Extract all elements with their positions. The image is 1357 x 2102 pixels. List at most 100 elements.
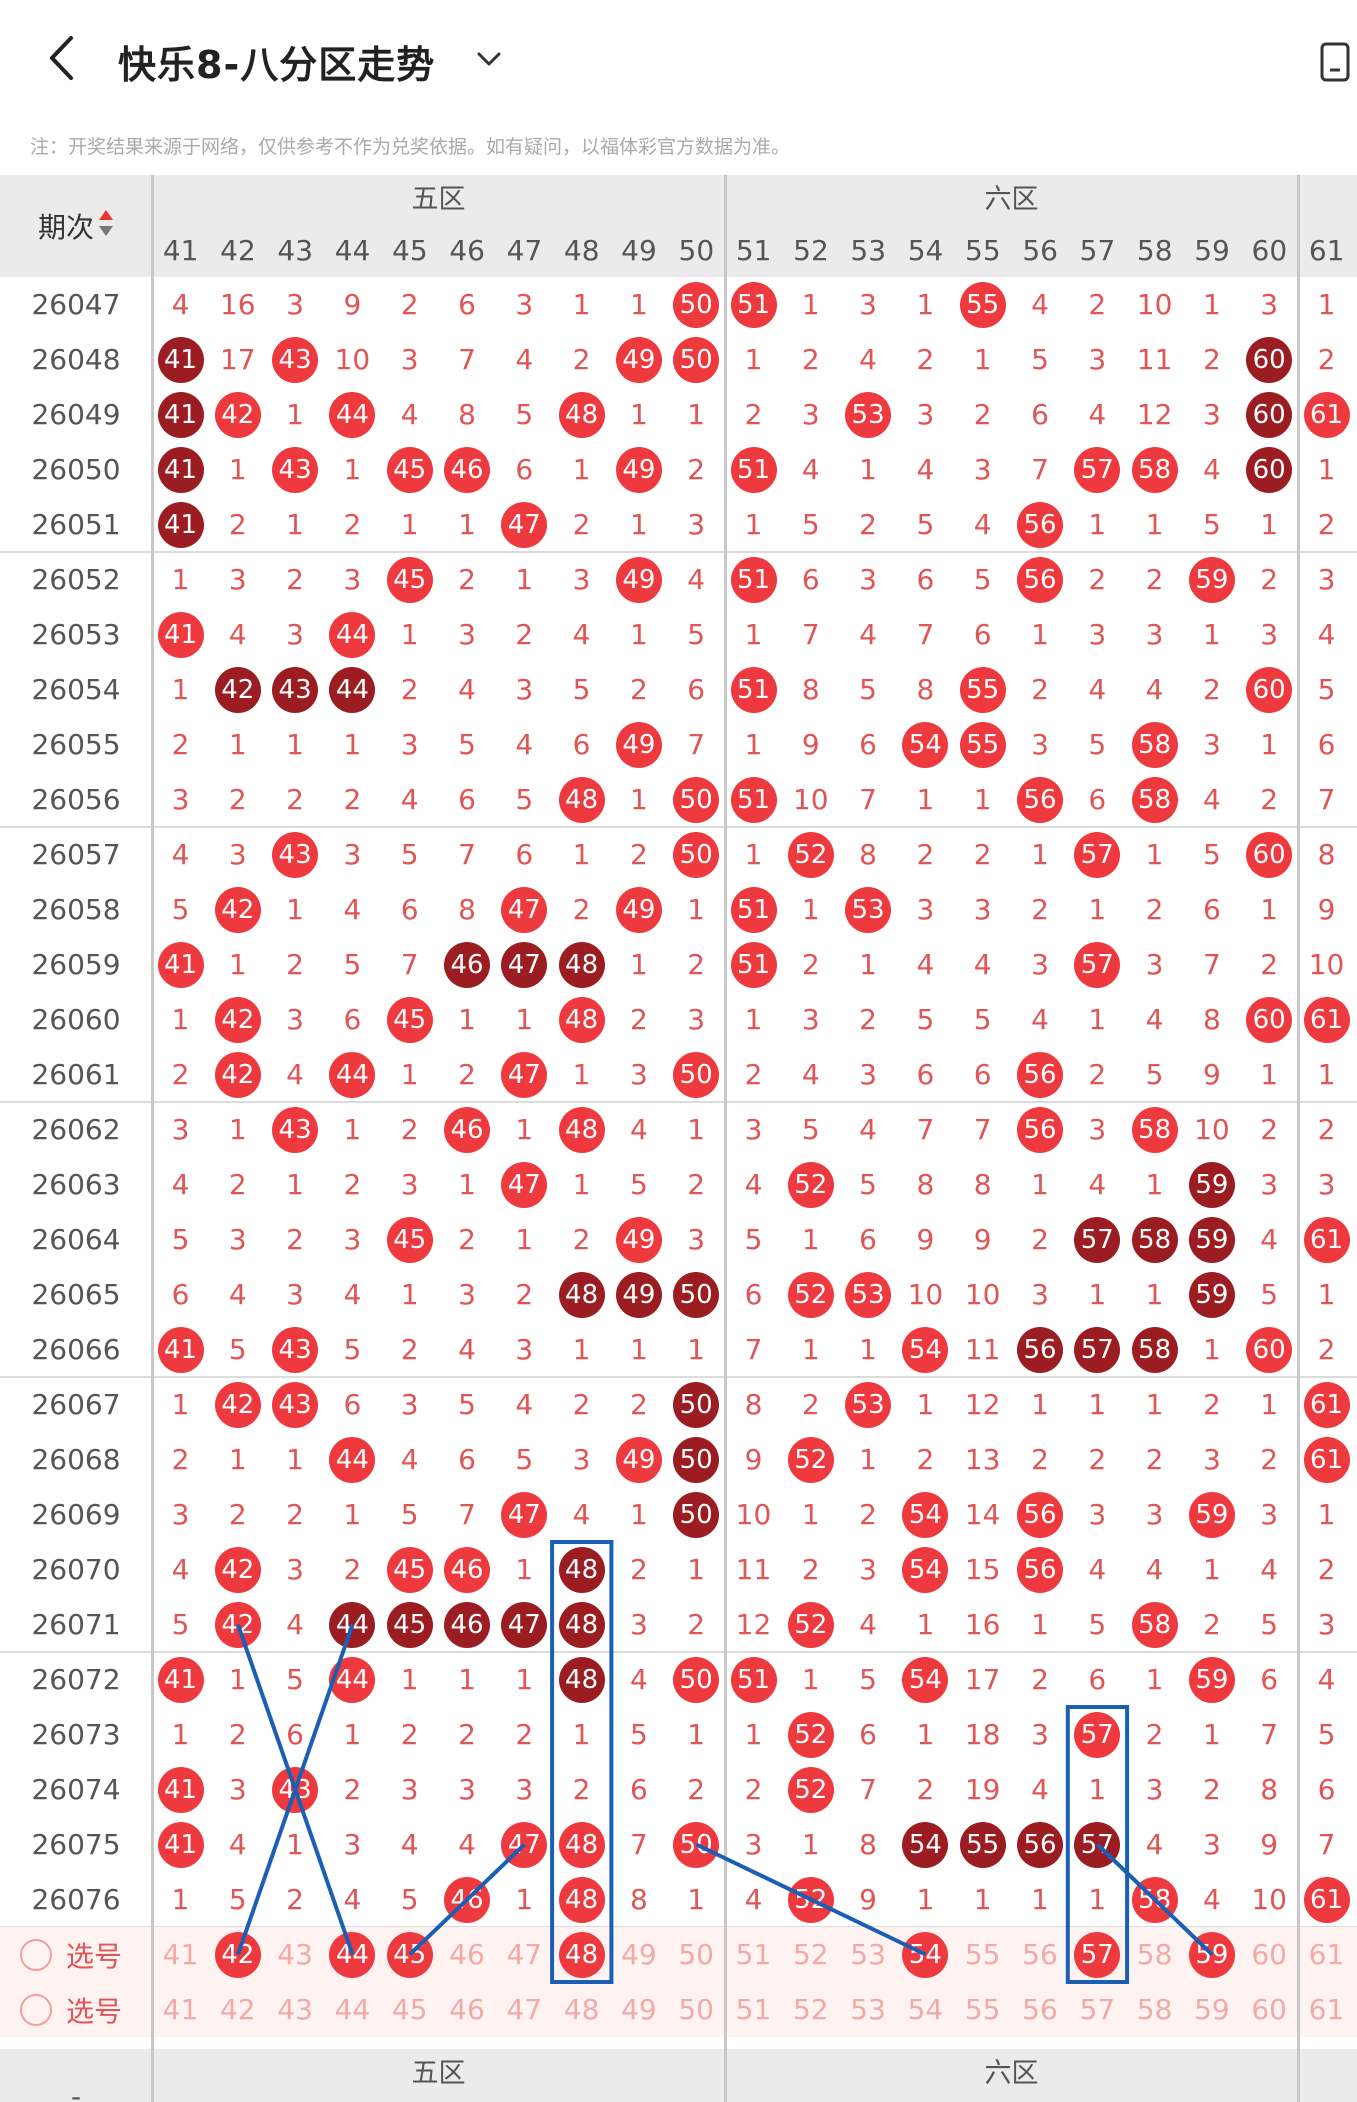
- number-cell: 59: [1183, 1157, 1240, 1212]
- number-cell: 7: [744, 1333, 763, 1366]
- select-number-cell[interactable]: 54: [907, 1993, 944, 2026]
- select-number-cell[interactable]: 53: [850, 1938, 886, 1971]
- select-number-cell[interactable]: 41: [162, 1938, 199, 1971]
- number-cell: 2: [629, 838, 648, 871]
- number-cell: 3: [1317, 1608, 1336, 1641]
- select-number-cell[interactable]: 61: [1308, 1993, 1345, 2026]
- number-cell: 4: [916, 453, 935, 486]
- select-number-cell[interactable]: 42: [209, 1927, 266, 1982]
- select-number-cell[interactable]: 43: [277, 1938, 313, 1971]
- drawn-ball: 43: [272, 446, 319, 493]
- select-number-cell[interactable]: 60: [1251, 1938, 1287, 1971]
- select-number-cell[interactable]: 56: [1022, 1938, 1058, 1971]
- number-cell: 42: [209, 1597, 266, 1652]
- number-cell: 1: [973, 343, 992, 376]
- drawn-ball: 56: [1017, 1546, 1063, 1593]
- number-cell: 57: [1069, 442, 1126, 497]
- select-number-cell[interactable]: 55: [964, 1938, 1001, 1971]
- number-cell: 1: [859, 453, 877, 486]
- device-toggle-button[interactable]: [1318, 40, 1357, 84]
- number-cell: 10: [1308, 948, 1345, 981]
- number-cell: 4: [1202, 453, 1221, 486]
- select-number-cell[interactable]: 60: [1251, 1993, 1287, 2026]
- number-cell: 3: [400, 1168, 419, 1201]
- drawn-ball: 52: [787, 1271, 834, 1318]
- select-number-cell[interactable]: 45: [391, 1993, 428, 2026]
- select-number-cell[interactable]: 51: [735, 1993, 772, 2026]
- number-cell: 47: [496, 1157, 553, 1212]
- number-cell: 1: [171, 1883, 190, 1916]
- consecutive-ball: 48: [558, 1656, 605, 1703]
- number-cell: 5: [1317, 673, 1336, 706]
- number-cell: 1: [744, 728, 763, 761]
- number-cell: 5: [1202, 508, 1221, 541]
- select-number-cell[interactable]: 57: [1069, 1927, 1126, 1982]
- drawn-ball: 47: [501, 1491, 548, 1538]
- number-cell: 49: [610, 1212, 667, 1267]
- number-cell: 45: [381, 992, 438, 1047]
- zone-label: 五区: [411, 2058, 466, 2089]
- number-cell: 1: [744, 1718, 763, 1751]
- select-number-cell[interactable]: 55: [964, 1993, 1001, 2026]
- select-number-cell[interactable]: 53: [850, 1993, 886, 2026]
- select-number-cell[interactable]: 61: [1308, 1938, 1345, 1971]
- period-header[interactable]: 期次: [0, 175, 152, 277]
- back-button[interactable]: [40, 30, 84, 86]
- number-cell: 2: [687, 1773, 706, 1806]
- select-number-cell[interactable]: 50: [678, 1938, 714, 1971]
- drawn-ball: 51: [730, 446, 777, 493]
- select-number-cell[interactable]: 42: [219, 1993, 256, 2026]
- select-number-cell[interactable]: 52: [792, 1938, 829, 1971]
- number-cell: 1: [515, 1553, 534, 1586]
- group-divider: [0, 1101, 1357, 1103]
- select-number-cell[interactable]: 51: [735, 1938, 772, 1971]
- select-number-cell[interactable]: 57: [1079, 1993, 1116, 2026]
- title-dropdown-toggle[interactable]: [476, 46, 502, 72]
- select-number-cell[interactable]: 49: [621, 1993, 657, 2026]
- number-header: 46: [449, 234, 485, 267]
- drawn-ball: 58: [1131, 776, 1178, 823]
- select-number-cell[interactable]: 58: [1136, 1938, 1173, 1971]
- select-number-cell[interactable]: 49: [621, 1938, 657, 1971]
- number-cell: 44: [324, 1597, 381, 1652]
- number-cell: 2: [859, 508, 877, 541]
- select-number-cell[interactable]: 47: [506, 1938, 543, 1971]
- number-cell: 9: [1260, 1828, 1279, 1861]
- select-number-cell[interactable]: 43: [277, 1993, 313, 2026]
- drawn-ball: 49: [615, 1216, 662, 1263]
- drawn-ball: 47: [501, 1161, 548, 1208]
- number-cell: 5: [744, 1223, 763, 1256]
- number-cell: 53: [840, 387, 897, 442]
- number-cell: 2: [572, 1388, 591, 1421]
- select-number-cell[interactable]: 48: [563, 1993, 600, 2026]
- select-number-toggle[interactable]: 选号: [0, 1927, 152, 1982]
- drawn-ball: 55: [959, 721, 1006, 768]
- number-cell: 1: [1031, 1168, 1049, 1201]
- number-cell: 48: [553, 1542, 610, 1597]
- number-cell: 4: [458, 1333, 476, 1366]
- number-cell: 51: [725, 442, 782, 497]
- select-number-cell[interactable]: 44: [334, 1993, 371, 2026]
- number-cell: 5: [228, 1333, 247, 1366]
- number-cell: 61: [1298, 387, 1355, 442]
- select-number-cell[interactable]: 46: [449, 1938, 485, 1971]
- select-number-cell[interactable]: 56: [1022, 1993, 1058, 2026]
- number-cell: 1: [515, 1663, 534, 1696]
- number-cell: 1: [400, 508, 419, 541]
- select-number-cell[interactable]: 52: [792, 1993, 829, 2026]
- period-cell: 26065: [31, 1278, 121, 1311]
- select-number-cell[interactable]: 47: [506, 1993, 543, 2026]
- select-number-cell[interactable]: 58: [1136, 1993, 1173, 2026]
- select-number-cell[interactable]: 46: [449, 1993, 485, 2026]
- number-cell: 6: [859, 1223, 877, 1256]
- select-number-toggle[interactable]: 选号: [0, 1982, 152, 2037]
- group-divider: [0, 1376, 1357, 1378]
- number-cell: 60: [1241, 332, 1298, 387]
- select-number-cell[interactable]: 50: [678, 1993, 714, 2026]
- number-header: 58: [1136, 234, 1173, 267]
- number-cell: 51: [725, 772, 782, 827]
- number-cell: 3: [458, 1278, 476, 1311]
- select-number-cell[interactable]: 41: [162, 1993, 199, 2026]
- select-number-cell[interactable]: 59: [1194, 1993, 1230, 2026]
- select-number-cell[interactable]: 48: [553, 1927, 610, 1982]
